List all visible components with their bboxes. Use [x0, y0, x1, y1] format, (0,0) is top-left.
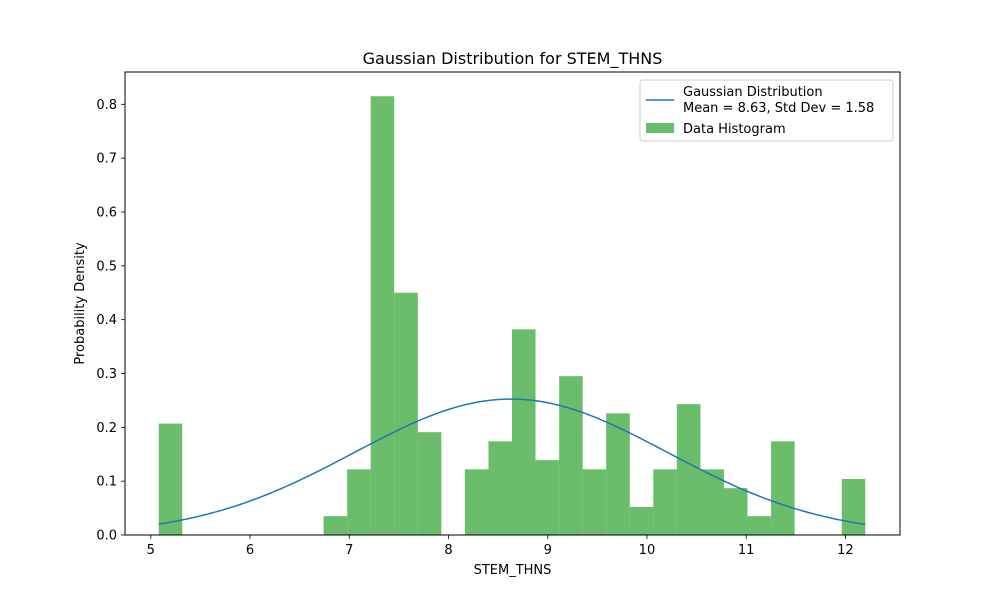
y-axis-label: Probability Density	[73, 242, 88, 365]
legend-histogram-swatch	[646, 123, 674, 133]
x-tick-label-9: 9	[544, 543, 552, 558]
legend-gaussian-label-line1: Gaussian Distribution	[683, 85, 823, 100]
histogram-bar-19	[606, 413, 630, 535]
histogram-bar-24	[723, 488, 748, 535]
histogram-bar-10	[394, 292, 418, 535]
y-tick-label-0.8: 0.8	[96, 98, 117, 113]
y-tick-label-0.2: 0.2	[96, 421, 117, 436]
y-axis-ticks: 0.0 0.1 0.2 0.3 0.4 0.5 0.6 0.7 0.8	[96, 98, 125, 544]
histogram-bar-15	[512, 329, 536, 535]
histogram-bar-14	[488, 441, 513, 535]
x-tick-label-8: 8	[444, 543, 452, 558]
histogram-bar-25	[747, 516, 772, 535]
histogram-bar-17	[559, 376, 583, 535]
legend-gaussian-label: Gaussian Distribution Mean = 8.63, Std D…	[683, 85, 874, 116]
gaussian-curve-layer	[158, 398, 866, 526]
y-tick-label-0.7: 0.7	[96, 152, 117, 167]
histogram-bars	[158, 96, 866, 535]
x-tick-label-6: 6	[246, 543, 254, 558]
y-tick-label-0.6: 0.6	[96, 205, 117, 220]
x-tick-label-5: 5	[147, 543, 155, 558]
histogram-bar-11	[417, 432, 442, 535]
y-tick-label-0.3: 0.3	[96, 367, 117, 382]
legend: Gaussian Distribution Mean = 8.63, Std D…	[639, 79, 894, 142]
histogram-bar-9	[370, 96, 395, 535]
x-tick-label-12: 12	[837, 543, 854, 558]
legend-frame	[639, 79, 894, 142]
histogram-bar-20	[629, 507, 654, 535]
plot-frame	[124, 71, 901, 536]
histogram-bar-0	[158, 423, 183, 535]
histogram-bar-29	[841, 479, 866, 535]
y-tick-label-0: 0.0	[96, 529, 117, 544]
y-tick-label-0.5: 0.5	[96, 259, 117, 274]
histogram-bar-22	[676, 404, 701, 535]
x-tick-label-7: 7	[345, 543, 353, 558]
histogram-bar-26	[771, 441, 795, 535]
x-tick-label-10: 10	[639, 543, 656, 558]
histogram-bar-21	[653, 469, 677, 535]
y-tick-label-0.4: 0.4	[96, 313, 117, 328]
x-axis-label: STEM_THNS	[474, 563, 552, 578]
x-tick-label-11: 11	[738, 543, 755, 558]
x-axis-ticks: 5 6 7 8 9 10 11 12	[147, 535, 854, 558]
legend-histogram-label: Data Histogram	[683, 122, 786, 137]
histogram-bar-16	[535, 460, 560, 535]
histogram-bar-7	[323, 516, 348, 535]
histogram-bar-18	[582, 469, 607, 535]
histogram-bar-23	[700, 469, 724, 535]
legend-gaussian-label-line2: Mean = 8.63, Std Dev = 1.58	[683, 101, 874, 116]
y-tick-label-0.1: 0.1	[96, 475, 117, 490]
gaussian-curve	[158, 398, 866, 526]
chart-title: Gaussian Distribution for STEM_THNS	[363, 49, 663, 69]
histogram-bar-8	[347, 469, 371, 535]
histogram-bar-13	[464, 469, 489, 535]
